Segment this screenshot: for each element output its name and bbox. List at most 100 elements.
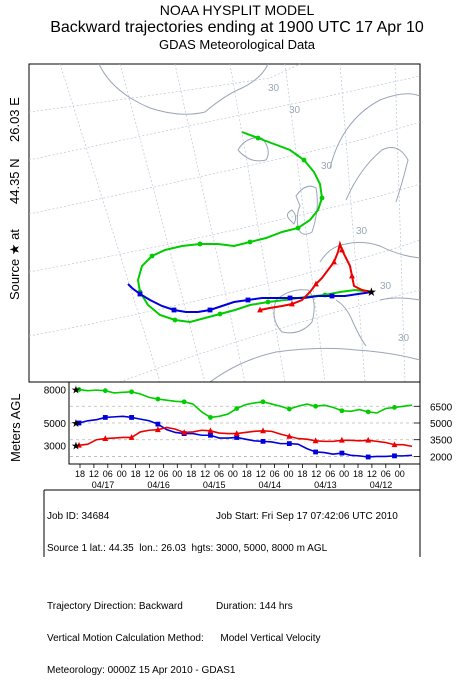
profile-point [286, 441, 292, 447]
job-id: Job ID: 34684 [47, 511, 110, 523]
x-hour-label: 00 [283, 469, 293, 479]
coastline [98, 63, 269, 115]
profile-point [339, 450, 345, 456]
profile-point [154, 426, 161, 433]
x-hour-label: 12 [311, 469, 321, 479]
lat-tick-label: 30 [321, 161, 333, 172]
profile-point [286, 432, 293, 439]
x-hour-label: 18 [242, 469, 252, 479]
coastlines [98, 63, 421, 383]
map-trajectory-point [319, 195, 325, 201]
profile-point [234, 406, 240, 411]
profile-point [365, 436, 372, 443]
map-trajectory-point [217, 311, 223, 317]
map-trajectory-point [295, 225, 301, 231]
profile-point [339, 408, 345, 414]
y-tick-left: 3000 [44, 441, 67, 452]
x-date-label: 04/12 [370, 480, 393, 490]
x-date-label: 04/17 [92, 480, 115, 490]
x-hour-label: 12 [256, 469, 266, 479]
coastline [329, 93, 421, 169]
x-hour-label: 06 [381, 469, 391, 479]
map-trajectory-point [137, 291, 143, 297]
profile-point [129, 389, 134, 395]
graticule-line [339, 63, 366, 383]
y-tick-right: 6500 [430, 402, 453, 413]
profile-point [102, 435, 109, 441]
x-date-label: 04/14 [259, 480, 282, 490]
graticule-line [28, 183, 421, 273]
profile-point [313, 403, 319, 409]
trajectory-direction: Trajectory Direction: Backward [47, 600, 183, 612]
map-trajectory-line [127, 283, 373, 313]
map-trajectory-point [265, 299, 271, 305]
map-trajectory-point [197, 241, 203, 247]
y-axis-label: Meters AGL [8, 393, 23, 462]
profile-point [313, 449, 319, 455]
profile-line [78, 415, 413, 458]
profile-point [155, 421, 161, 427]
profile-point [102, 415, 108, 420]
y-tick-right: 2000 [430, 452, 453, 463]
map-trajectory-point [247, 239, 253, 245]
vertical-motion: Vertical Motion Calculation Method: Mode… [47, 632, 321, 644]
map-trajectory-point [349, 272, 355, 279]
graticule-line [229, 63, 286, 383]
profile-point [312, 437, 319, 444]
profile-point [234, 435, 240, 440]
map-frame [28, 63, 421, 383]
x-date-label: 04/15 [203, 480, 226, 490]
job-info: Job ID: 34684 Job Start: Fri Sep 17 07:4… [47, 491, 427, 687]
lat-tick-label: 30 [289, 105, 301, 116]
lat-tick-label: 30 [380, 281, 392, 292]
x-hour-label: 00 [117, 469, 127, 479]
map-trajectory-point [313, 280, 319, 287]
job-start: Job Start: Fri Sep 17 07:42:06 UTC 2010 [216, 511, 398, 523]
y-tick-right: 5000 [430, 419, 453, 430]
graticule-line [28, 121, 421, 215]
coastline [209, 347, 421, 383]
profile-point [76, 387, 82, 392]
chart-title-block: NOAA HYSPLIT MODEL Backward trajectories… [0, 2, 474, 53]
profile-line [78, 426, 413, 448]
profile-point [208, 432, 213, 438]
profile-point [129, 415, 134, 420]
map-trajectory-point [331, 258, 337, 265]
coastline [295, 185, 318, 235]
source-lat-label: 44.35 N [7, 158, 22, 204]
lat-lon-labels: 30 30 30 30 30 30 [268, 83, 410, 344]
duration: Duration: 144 hrs [216, 600, 293, 612]
x-hour-label: 18 [353, 469, 363, 479]
lat-tick-label: 30 [398, 333, 410, 344]
x-hour-label: 00 [339, 469, 349, 479]
x-hour-label: 12 [200, 469, 210, 479]
meteo-title: GDAS Meteorological Data [158, 37, 316, 52]
graticule-line [28, 75, 421, 161]
map-panel: 30 30 30 30 30 30 ★ [28, 63, 421, 383]
profile-point [365, 409, 371, 415]
coastline [286, 209, 297, 225]
x-hour-label: 18 [186, 469, 196, 479]
profile-point [233, 430, 240, 436]
x-hour-label: 12 [367, 469, 377, 479]
map-trajectory-point [255, 135, 261, 141]
profile-point [392, 405, 397, 410]
profile-point [76, 420, 82, 426]
map-trajectory-point [287, 295, 293, 301]
profile-point [391, 441, 398, 448]
map-trajectory-point [329, 293, 335, 299]
x-hour-label: 12 [89, 469, 99, 479]
map-trajectory-point [257, 306, 263, 313]
x-hour-label: 00 [228, 469, 238, 479]
graticule-line [59, 63, 161, 383]
map-trajectory-point [245, 297, 251, 303]
y-tick-left: 8000 [44, 386, 67, 397]
x-hour-label: 06 [325, 469, 335, 479]
profile-point [207, 427, 214, 434]
trajectory-title: Backward trajectories ending at 1900 UTC… [50, 19, 424, 36]
profile-point [128, 434, 135, 440]
x-hour-label: 00 [172, 469, 182, 479]
map-trajectory-point [339, 246, 345, 253]
x-hour-label: 00 [395, 469, 405, 479]
